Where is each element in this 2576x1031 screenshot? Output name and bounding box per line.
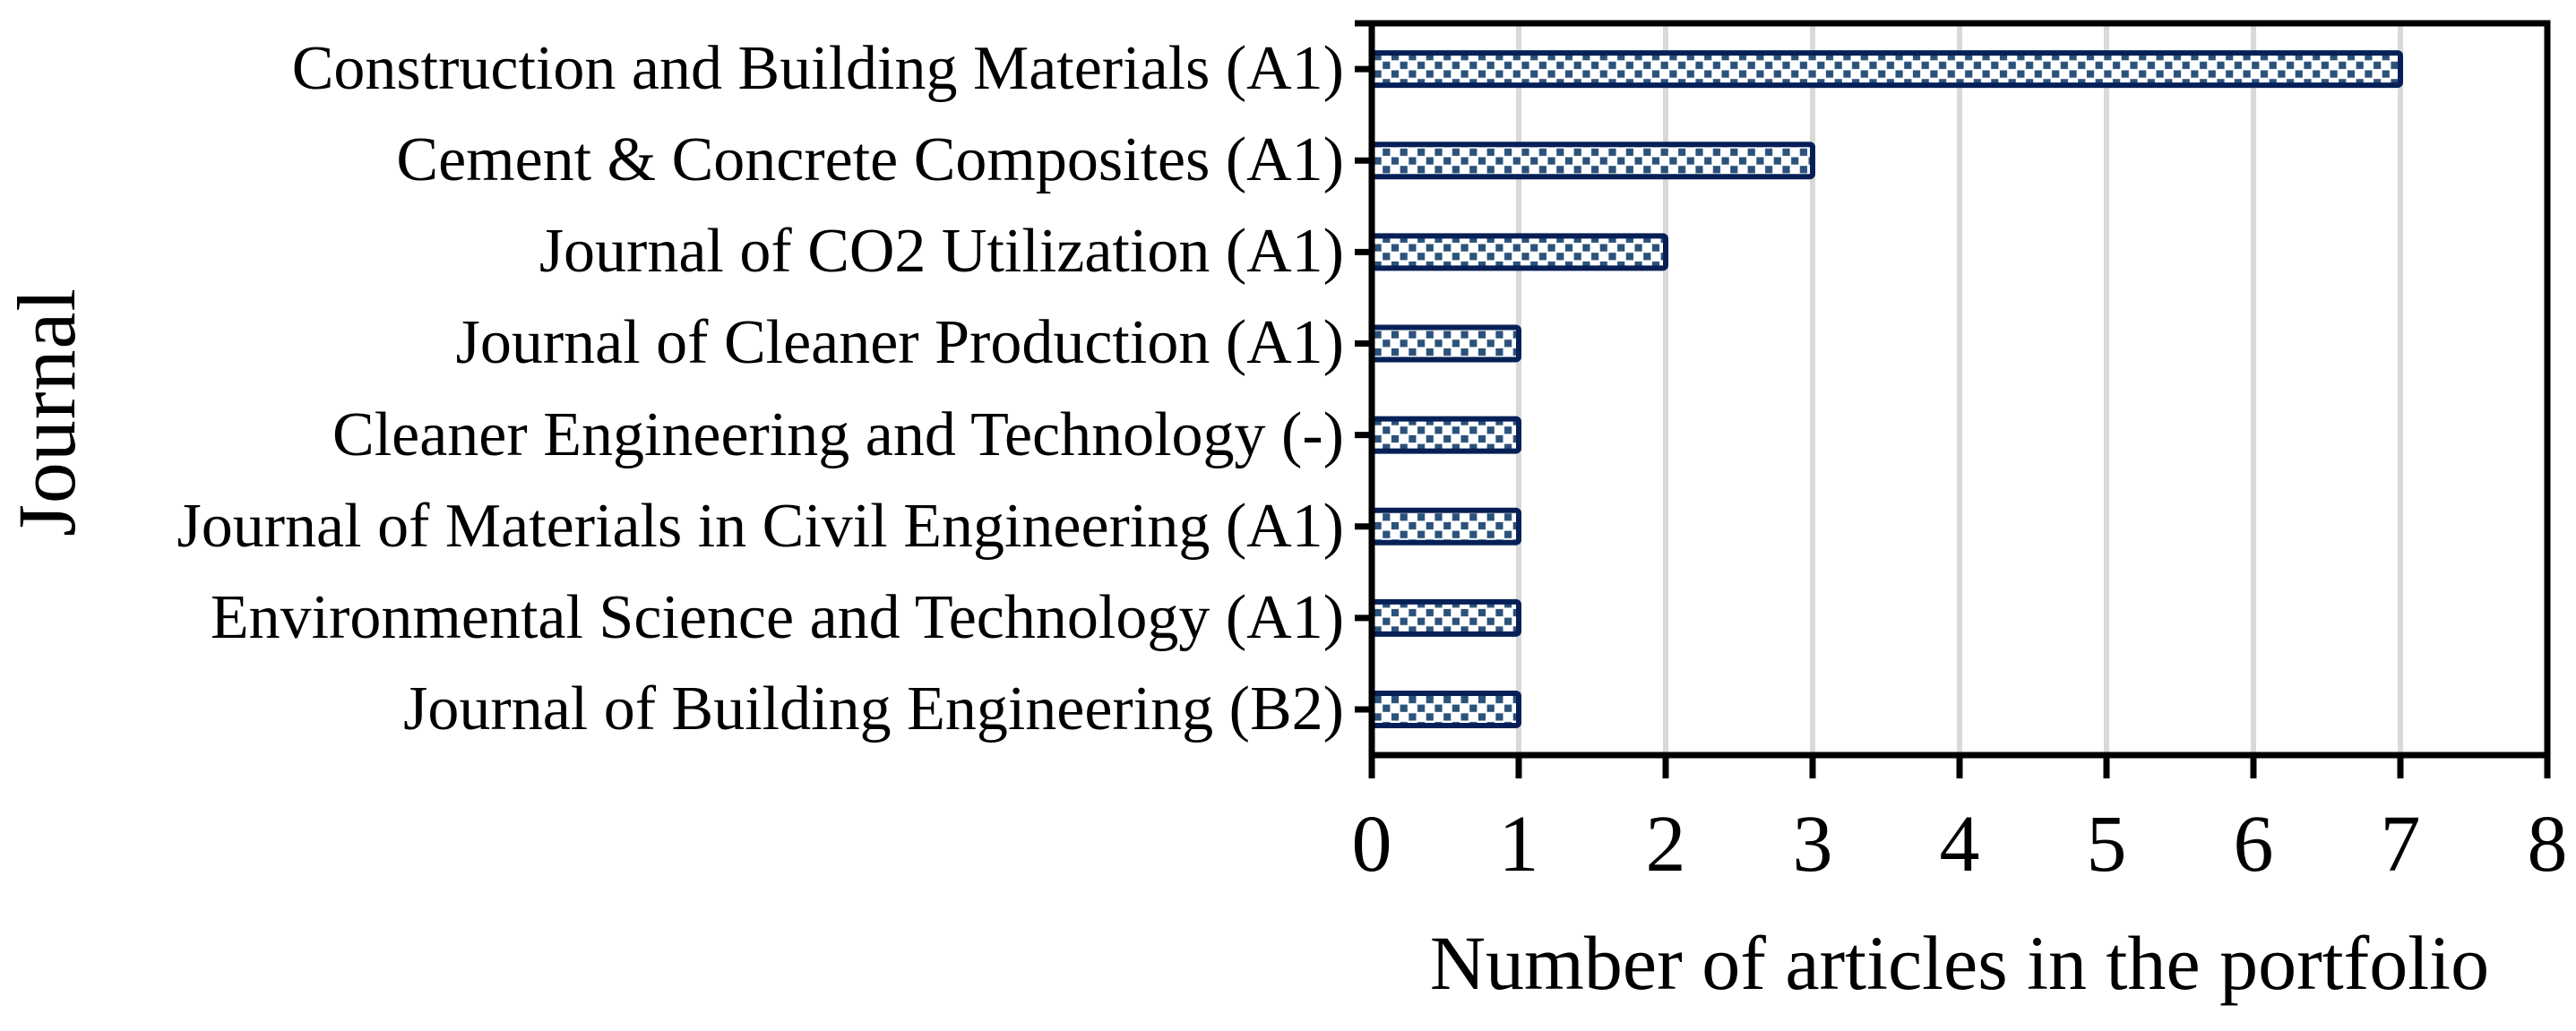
- category-label: Journal of Building Engineering (B2): [403, 674, 1344, 743]
- x-axis-title: Number of articles in the portfolio: [1429, 920, 2490, 1006]
- category-label: Journal of Materials in Civil Engineerin…: [177, 491, 1345, 561]
- category-label: Construction and Building Materials (A1): [291, 34, 1344, 104]
- bar: [1369, 690, 1521, 728]
- x-tick-label: 4: [1939, 800, 1980, 889]
- x-tick-label: 2: [1645, 800, 1686, 889]
- x-tick-label: 5: [2086, 800, 2127, 889]
- bar: [1369, 233, 1668, 271]
- category-label: Environmental Science and Technology (A1…: [210, 582, 1344, 652]
- x-tick-label: 3: [1792, 800, 1833, 889]
- bar: [1369, 324, 1521, 363]
- x-tick-label: 0: [1351, 800, 1392, 889]
- bar: [1369, 142, 1815, 180]
- category-label: Journal of CO2 Utilization (A1): [538, 217, 1344, 287]
- bar: [1369, 598, 1521, 637]
- bar: [1369, 507, 1521, 546]
- x-tick-label: 6: [2233, 800, 2274, 889]
- x-tick-label: 1: [1498, 800, 1539, 889]
- bar: [1369, 50, 2403, 89]
- category-label: Journal of Cleaner Production (A1): [455, 308, 1344, 378]
- category-label: Cement & Concrete Composites (A1): [396, 125, 1344, 195]
- bar: [1369, 416, 1521, 454]
- category-label: Cleaner Engineering and Technology (-): [332, 400, 1344, 469]
- x-tick-label: 8: [2527, 800, 2568, 889]
- x-tick-label: 7: [2380, 800, 2421, 889]
